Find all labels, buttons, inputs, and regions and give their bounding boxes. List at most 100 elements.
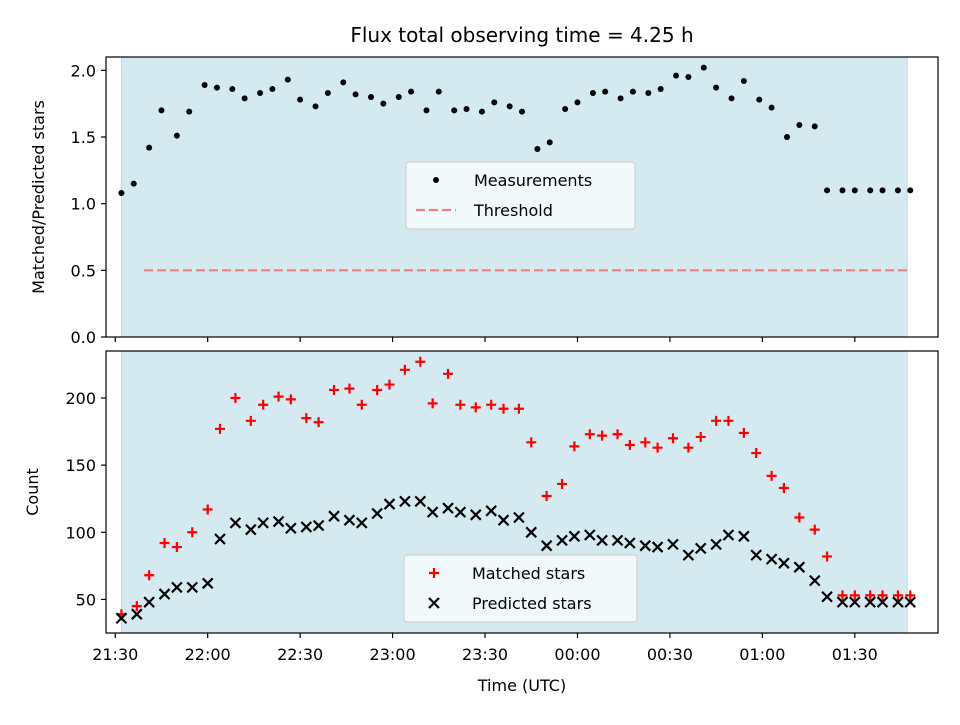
y-tick-label: 50	[76, 590, 96, 609]
x-axis-label: Time (UTC)	[477, 676, 566, 695]
predicted-stars-point	[722, 529, 735, 541]
measurement-point	[546, 139, 553, 146]
measurement-point	[740, 78, 747, 84]
measurement-point	[423, 107, 430, 114]
measurement-point	[312, 103, 319, 110]
matched-stars-point	[723, 415, 734, 426]
predicted-stars-point	[371, 507, 383, 520]
x-tick-label: 23:30	[462, 645, 508, 664]
measurement-point	[284, 76, 291, 83]
measurement-point	[796, 122, 803, 128]
matched-stars-point	[187, 527, 198, 538]
matched-stars-point	[513, 403, 524, 414]
legend-predicted-swatch	[428, 597, 440, 609]
y-tick-label: 2.0	[71, 61, 96, 80]
predicted-stars-point	[442, 502, 454, 514]
predicted-stars-point	[808, 574, 821, 587]
predicted-stars-point	[312, 519, 325, 532]
matched-stars-point	[443, 368, 454, 379]
x-tick-label: 01:30	[832, 645, 878, 664]
predicted-stars-point	[115, 612, 128, 625]
matched-stars-point	[905, 590, 916, 601]
legend-measurement-swatch	[433, 177, 439, 183]
predicted-stars-point	[836, 596, 849, 608]
measurement-point	[368, 94, 375, 100]
matched-stars-point	[273, 391, 284, 402]
predicted-stars-point	[186, 581, 199, 594]
measurement-point	[506, 103, 513, 110]
matched-stars-point	[372, 384, 383, 395]
measurement-point	[574, 99, 581, 106]
matched-stars-point	[695, 431, 706, 442]
measurement-point	[118, 190, 125, 196]
measurement-point	[241, 95, 248, 102]
matched-stars-point	[144, 570, 155, 581]
predicted-stars-point	[143, 596, 155, 608]
matched-stars-point	[822, 551, 833, 562]
measurement-point	[534, 146, 541, 152]
measurement-point	[395, 94, 402, 100]
y-tick-label: 100	[65, 523, 96, 542]
matched-stars-point	[624, 440, 635, 450]
matched-stars-point	[541, 491, 552, 502]
matched-stars-point	[415, 356, 426, 367]
measurement-point	[879, 187, 886, 194]
measurement-point	[728, 95, 735, 102]
measurement-point	[408, 88, 415, 95]
predicted-stars-point	[245, 523, 257, 536]
matched-stars-point	[285, 394, 296, 405]
matched-stars-point	[794, 512, 805, 523]
predicted-stars-point	[778, 557, 790, 569]
predicted-stars-point	[793, 561, 806, 573]
matched-stars-point	[230, 393, 241, 403]
legend-label: Predicted stars	[472, 594, 592, 613]
matched-stars-point	[569, 441, 580, 452]
predicted-stars-point	[414, 495, 427, 508]
matched-stars-point	[159, 538, 170, 549]
matched-stars-point	[384, 379, 395, 390]
measurement-point	[257, 90, 264, 96]
predicted-stars-point	[624, 537, 636, 549]
legend-box	[405, 161, 636, 230]
x-tick-label: 00:00	[554, 645, 600, 664]
matched-stars-point	[427, 398, 438, 409]
x-tick-label: 21:30	[92, 645, 138, 664]
predicted-stars-point	[667, 538, 679, 551]
measurement-point	[340, 79, 347, 86]
measurement-point	[629, 88, 636, 95]
predicted-stars-point	[285, 522, 297, 535]
predicted-stars-point	[355, 517, 368, 529]
measurement-point	[657, 86, 664, 92]
measurement-point	[146, 144, 153, 151]
predicted-stars-point	[864, 596, 876, 608]
measurement-point	[851, 187, 858, 194]
x-tick-label: 22:30	[277, 645, 323, 664]
measurement-point	[352, 91, 359, 98]
measurement-point	[824, 187, 831, 194]
matched-stars-point	[584, 429, 595, 440]
legend-label: Threshold	[473, 201, 553, 220]
predicted-stars-point	[497, 514, 510, 526]
predicted-stars-point	[131, 608, 143, 620]
measurement-point	[617, 95, 624, 102]
matched-stars-point	[778, 482, 789, 493]
axes-frame	[105, 56, 939, 338]
matched-stars-point	[356, 399, 367, 410]
measurement-point	[673, 72, 680, 79]
measurement-point	[589, 90, 596, 96]
measurement-point	[839, 187, 846, 194]
predicted-stars-point	[229, 517, 242, 529]
predicted-stars-point	[750, 549, 762, 561]
matched-stars-point	[486, 399, 497, 410]
predicted-stars-point	[158, 588, 171, 600]
predicted-stars-point	[201, 577, 214, 590]
predicted-stars-point	[596, 534, 608, 547]
measurement-point	[435, 88, 442, 95]
legend-matched-swatch	[429, 568, 439, 578]
predicted-stars-point	[611, 534, 624, 547]
top-panel: 0.0 0.5 1.0 1.5 2.0 Measurements Threshold	[71, 56, 939, 347]
predicted-stars-point	[454, 506, 467, 518]
matched-stars-point	[202, 504, 213, 515]
predicted-stars-point	[821, 590, 833, 603]
